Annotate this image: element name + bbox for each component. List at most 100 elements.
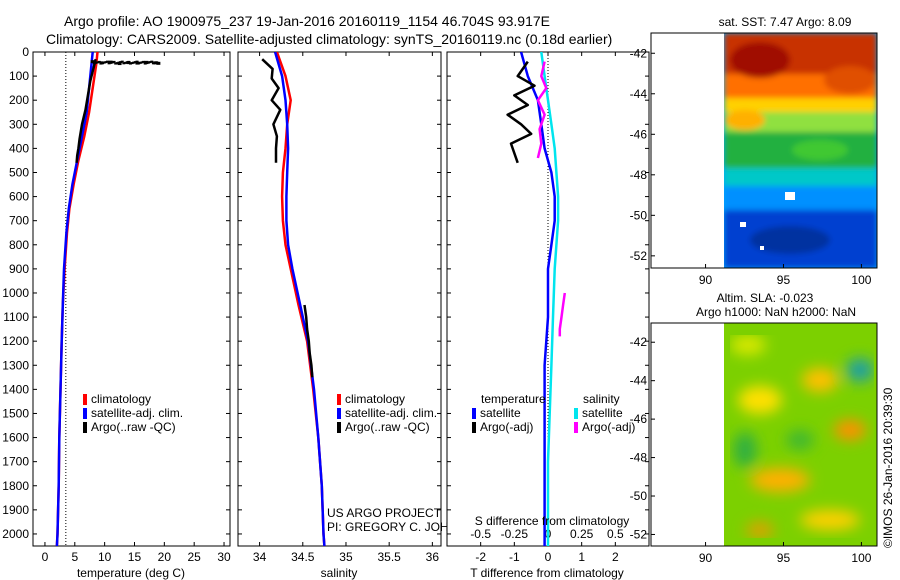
legend-label: Argo(-adj) <box>480 420 533 434</box>
map-y-tick-label: -46 <box>630 127 648 141</box>
map-y-tick-label: -50 <box>630 208 648 222</box>
depth-axis: 0 100 200 300 400 500 600 700 800 900 1000 1100 1200… <box>2 45 230 541</box>
argo-point <box>147 61 151 64</box>
sla-map-image <box>724 323 877 546</box>
x-tick-label: 0 <box>545 550 552 564</box>
argo-point <box>117 61 121 64</box>
s-tick-label: -0.5 <box>470 527 491 541</box>
argo-point <box>135 60 139 63</box>
argo-point <box>151 62 155 65</box>
x-tick-label: 34.5 <box>291 550 315 564</box>
argo-point <box>153 61 157 64</box>
y-tick-label: 1300 <box>2 358 29 372</box>
sla-blob-8 <box>786 430 814 450</box>
salinity-xlabel: salinity <box>321 566 358 580</box>
temperature-panel: 0100200300400500600700800900100011001200… <box>2 45 231 580</box>
y-tick-label: 100 <box>9 69 29 83</box>
y-tick-label: 1000 <box>2 286 29 300</box>
legend-label: satellite-adj. clim. <box>345 406 437 420</box>
legend-swatch <box>83 422 87 433</box>
sla-map-subtitle: Argo h1000: NaN h2000: NaN <box>696 305 856 319</box>
sst-missing-1 <box>785 192 795 200</box>
sst-map-axes: 90 95 100 -42 -44 -46 -48 -50 -52 <box>630 46 872 287</box>
map-x-tick-label: 95 <box>777 551 791 565</box>
sla-blob-7 <box>800 510 860 530</box>
x-tick-label: 36 <box>426 550 440 564</box>
argo-point <box>140 61 144 64</box>
y-tick-label: 800 <box>9 238 29 252</box>
argo-point <box>99 62 103 65</box>
legend-label: Argo(..raw -QC) <box>345 420 430 434</box>
argo-point <box>115 62 119 65</box>
argo-point <box>107 62 111 65</box>
argo-point <box>96 61 100 64</box>
x-tick-label: 20 <box>158 550 172 564</box>
argo-point <box>143 62 147 65</box>
map-x-tick-label: 95 <box>777 273 791 287</box>
legend-swatch <box>574 422 578 433</box>
argo-point <box>122 62 126 65</box>
header-line-2: Climatology: CARS2009. Satellite-adjuste… <box>46 31 612 47</box>
legend-label: climatology <box>91 392 151 406</box>
sla-blob-4 <box>834 420 866 440</box>
legend-title-salinity: salinity <box>583 392 620 406</box>
y-tick-label: 900 <box>9 262 29 276</box>
y-tick-label: 1700 <box>2 455 29 469</box>
temperature-xlabel: temperature (deg C) <box>77 566 185 580</box>
x-tick-label: 34 <box>253 550 267 564</box>
series-line-argo-raw-qc- <box>75 58 97 163</box>
y-tick-label: 600 <box>9 190 29 204</box>
y-tick-label: 0 <box>22 45 29 59</box>
argo-point <box>102 61 106 64</box>
legend-swatch <box>83 408 87 419</box>
salinity-x-axis: 34 34.5 35 35.5 36 <box>238 51 441 564</box>
difference-lines <box>506 52 567 546</box>
legend-label: Argo(-adj) <box>582 420 635 434</box>
argo-point <box>92 62 96 65</box>
argo-point <box>91 60 95 63</box>
argo-point <box>120 60 124 63</box>
argo-point <box>145 62 149 65</box>
argo-point <box>105 60 109 63</box>
temperature-lines <box>55 52 161 546</box>
difference-x-axis: -2 -1 0 1 2-0.5 -0.25 0 0.25 0.5 <box>447 51 649 564</box>
y-tick-label: 1900 <box>2 503 29 517</box>
argo-point <box>137 62 141 65</box>
series-markers <box>90 60 161 66</box>
x-tick-label: 15 <box>128 550 142 564</box>
legend-swatch <box>472 422 476 433</box>
map-y-tick-label: -46 <box>630 412 648 426</box>
argo-point <box>150 60 154 63</box>
t-difference-xlabel: T difference from climatology <box>470 566 624 580</box>
map-x-tick-label: 100 <box>851 551 871 565</box>
sst-map-panel: sat. SST: 7.47 Argo: 8.09 <box>630 15 878 287</box>
sst-missing-3 <box>760 246 764 250</box>
argo-point <box>130 62 134 65</box>
sst-map-image <box>724 33 877 268</box>
sla-map-panel: Altim. SLA: -0.023 Argo h1000: NaN h2000… <box>630 291 878 565</box>
series-line-satellite-adj-clim- <box>273 52 326 546</box>
argo-point <box>132 61 136 64</box>
x-tick-label: 25 <box>188 550 202 564</box>
x-tick-label: 0 <box>42 550 49 564</box>
series-line-salinity-argo-deep <box>558 292 567 337</box>
y-tick-label: 1600 <box>2 431 29 445</box>
s-tick-label: -0.25 <box>501 527 529 541</box>
s-tick-label: 0.5 <box>607 527 624 541</box>
argo-point <box>119 61 123 64</box>
pi-credit: PI: GREGORY C. JOHNSON <box>327 520 483 534</box>
argo-point <box>97 60 101 63</box>
y-tick-label: 1200 <box>2 334 29 348</box>
map-y-tick-label: -42 <box>630 46 648 60</box>
argo-point <box>133 61 137 64</box>
sst-warm-patch <box>730 42 790 78</box>
legend-label: satellite-adj. clim. <box>91 406 183 420</box>
sst-band-cyan <box>724 168 877 190</box>
map-y-tick-label: -52 <box>630 527 648 541</box>
salinity-axes-box <box>237 51 442 547</box>
x-tick-label: 30 <box>217 550 231 564</box>
sst-missing-2 <box>740 222 746 227</box>
y-tick-label: 400 <box>9 141 29 155</box>
